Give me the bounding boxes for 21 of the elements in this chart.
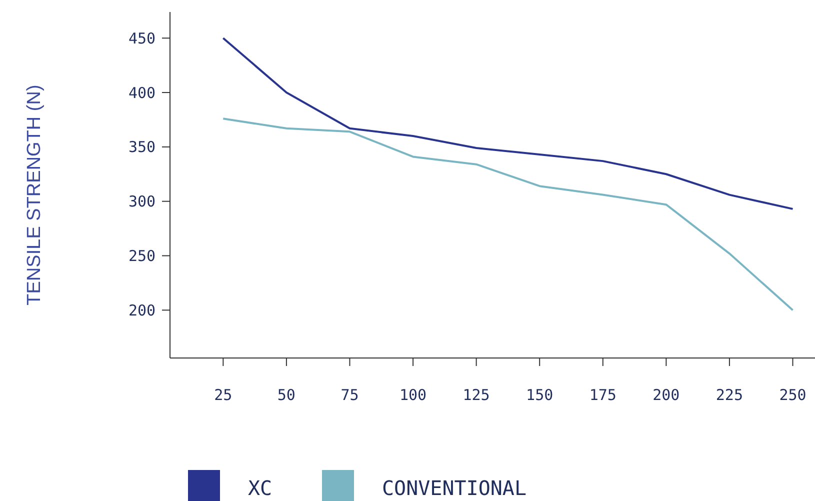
y-tick-label: 200: [128, 301, 156, 320]
x-tick-label: 125: [462, 386, 490, 404]
x-tick-label: 225: [716, 386, 744, 404]
x-tick-label: 50: [277, 386, 296, 404]
x-tick-label: 75: [340, 386, 359, 404]
line-series: [222, 118, 794, 312]
x-tick-label: 150: [526, 386, 554, 404]
x-tick-label: 200: [652, 386, 680, 404]
legend-label: XC: [248, 476, 272, 500]
x-tick-label: 175: [589, 386, 616, 404]
line-series: [222, 37, 794, 210]
x-tick-label: 100: [399, 386, 427, 404]
legend-label: CONVENTIONAL: [382, 476, 526, 500]
x-tick-label: 25: [214, 386, 232, 404]
y-axis-title: TENSILE STRENGTH (N): [24, 84, 45, 306]
y-tick-label: 250: [128, 246, 156, 265]
y-tick-label: 450: [128, 29, 156, 48]
y-tick-label: 300: [128, 192, 156, 211]
y-tick-label: 350: [128, 138, 156, 156]
y-tick-label: 400: [128, 84, 156, 102]
x-tick-label: 250: [779, 386, 806, 404]
